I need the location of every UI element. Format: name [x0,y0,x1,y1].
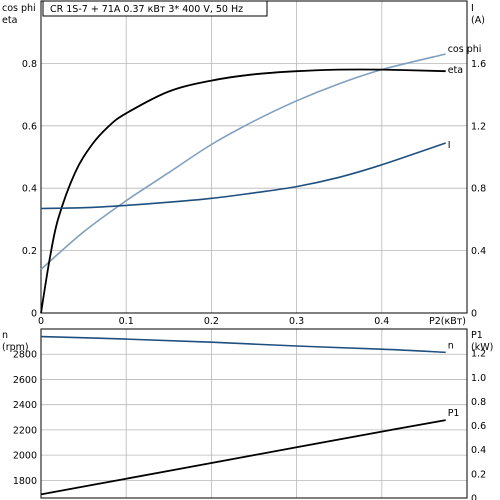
bottom-left-axis-label-bottom: (rpm) [2,342,29,353]
series-label-n: n [448,340,454,351]
right-tick-label: 1.0 [471,373,486,384]
right-tick-label: 0.6 [471,421,486,432]
title-box [42,0,268,17]
bottom-left-axis-label-top: n [2,330,8,341]
series-line-n [40,335,446,354]
x-tick-label: 0.2 [204,316,219,327]
top-right-axis-label-bottom: (A) [471,15,485,26]
right-tick-label: 0.8 [471,184,486,195]
left-tick-label: 0 [31,309,37,320]
left-tick-label: 0.2 [22,246,37,257]
series-line-p1 [40,419,446,496]
left-tick-label: 2400 [13,400,37,411]
x-tick-label: 0.4 [374,316,389,327]
left-tick-label: 2000 [13,451,37,462]
bottom-tick-labels: 1800 2000 2200 2400 2600 2800 0 0.2 0.4 0.6 0.8 1.0… [13,349,486,500]
top-right-axis-label-top: I [471,3,474,14]
series-label-cos-phi: cos phi [448,44,482,55]
series-line-eta [40,68,446,314]
bottom-plot-frame [40,328,468,499]
right-tick-label: 0 [471,309,477,320]
top-x-axis-label: P2(кВт) [429,316,466,327]
series-label-eta: eta [448,65,463,76]
left-tick-label: 2600 [13,375,37,386]
bottom-grid [41,329,467,498]
right-tick-label: 0.4 [471,246,486,257]
series-label-p1: P1 [448,408,460,419]
top-left-axis-label-bottom: eta [2,15,17,26]
chart-title: CR 1S-7 + 71A 0.37 кВт 3* 400 V, 50 Hz [50,4,243,15]
top-left-axis-label-top: cos phi [2,3,36,14]
right-tick-label: 0.4 [471,445,486,456]
series-label-i: I [448,140,451,151]
bottom-series-group: n P1 [40,335,460,496]
right-tick-label: 0.8 [471,397,486,408]
bottom-chart: n P1 1800 2000 2200 2400 2600 2800 0 0.2 0.4 0.6 0.… [2,328,493,500]
x-tick-label: 0.3 [289,316,304,327]
left-tick-label: 0.6 [22,121,37,132]
right-tick-label: 1.2 [471,121,486,132]
series-line-cos-phi [40,53,446,270]
left-tick-label: 0.8 [22,59,37,70]
right-tick-label: 0 [471,494,477,500]
top-series-group: cos phi eta I [40,44,482,314]
bottom-right-axis-label-top: P1 [471,330,483,341]
left-tick-label: 2800 [13,350,37,361]
bottom-right-axis-label-bottom: (kW) [471,342,493,353]
left-tick-label: 1800 [13,476,37,487]
x-tick-label: 0 [38,316,44,327]
left-tick-label: 0.4 [22,184,37,195]
top-tick-labels: 0 0.2 0.4 0.6 0.8 0 0.4 0.8 1.2 1.6 0 0.1 0.2 0.3 0.4 [22,59,486,327]
top-grid [41,1,467,313]
series-line-i [40,142,446,210]
right-tick-label: 0.2 [471,469,486,480]
right-tick-label: 1.6 [471,59,486,70]
left-tick-label: 2200 [13,425,37,436]
x-tick-label: 0.1 [119,316,134,327]
right-tick-label: 1.2 [471,349,486,360]
